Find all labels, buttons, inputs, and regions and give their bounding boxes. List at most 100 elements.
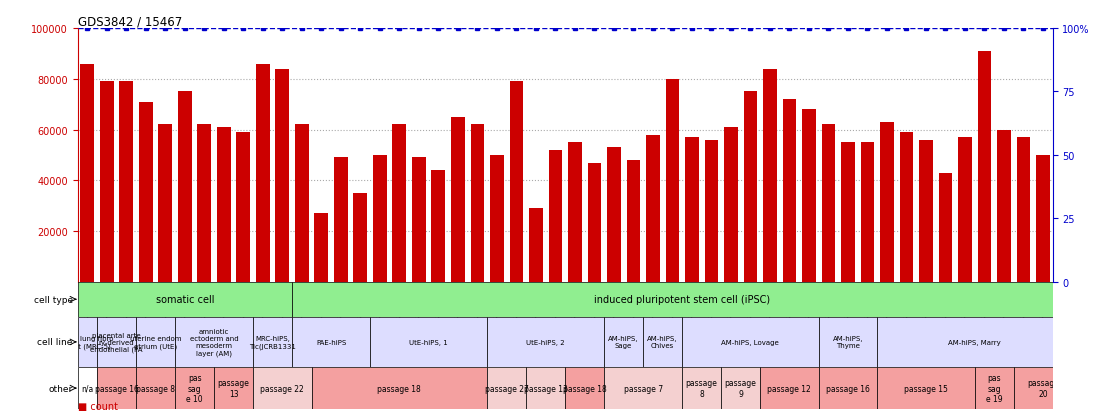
- Bar: [683, 368, 721, 409]
- Bar: [997, 130, 1010, 282]
- Text: GDS3842 / 15467: GDS3842 / 15467: [78, 16, 182, 29]
- Bar: [878, 317, 1073, 368]
- Bar: [763, 69, 777, 282]
- Text: AM-hiPS, Lovage: AM-hiPS, Lovage: [721, 339, 779, 345]
- Bar: [760, 368, 819, 409]
- Bar: [802, 110, 815, 282]
- Bar: [819, 368, 878, 409]
- Bar: [1036, 156, 1049, 282]
- Bar: [587, 163, 602, 282]
- Bar: [565, 368, 604, 409]
- Bar: [98, 317, 136, 368]
- Bar: [178, 92, 192, 282]
- Text: pas
sag
e 10: pas sag e 10: [186, 373, 203, 403]
- Bar: [880, 123, 894, 282]
- Bar: [256, 64, 269, 282]
- Bar: [78, 317, 98, 368]
- Text: pas
sag
e 19: pas sag e 19: [986, 373, 1003, 403]
- Bar: [370, 317, 488, 368]
- Text: AM-hiPS,
Chives: AM-hiPS, Chives: [647, 336, 678, 349]
- Bar: [276, 69, 289, 282]
- Bar: [626, 161, 640, 282]
- Bar: [488, 368, 526, 409]
- Bar: [861, 143, 874, 282]
- Bar: [315, 214, 328, 282]
- Text: passage 13: passage 13: [524, 384, 567, 393]
- Bar: [821, 125, 835, 282]
- Bar: [548, 150, 562, 282]
- Bar: [78, 368, 98, 409]
- Bar: [236, 133, 250, 282]
- Bar: [175, 317, 253, 368]
- Bar: [1014, 368, 1073, 409]
- Bar: [120, 82, 133, 282]
- Text: AM-hiPS,
Thyme: AM-hiPS, Thyme: [832, 336, 863, 349]
- Bar: [412, 158, 425, 282]
- Bar: [98, 368, 136, 409]
- Bar: [217, 128, 230, 282]
- Bar: [392, 125, 407, 282]
- Text: passage
13: passage 13: [217, 378, 249, 398]
- Text: passage 18: passage 18: [563, 384, 606, 393]
- Bar: [705, 140, 718, 282]
- Text: ■ count: ■ count: [78, 401, 117, 411]
- Bar: [685, 138, 699, 282]
- Text: AM-hiPS, Marry: AM-hiPS, Marry: [948, 339, 1001, 345]
- Text: UtE-hiPS, 1: UtE-hiPS, 1: [409, 339, 448, 345]
- Bar: [643, 317, 683, 368]
- Bar: [293, 317, 370, 368]
- Text: AM-hiPS,
Sage: AM-hiPS, Sage: [608, 336, 639, 349]
- Text: fetal lung fibro
blast (MRC-5): fetal lung fibro blast (MRC-5): [62, 335, 113, 349]
- Bar: [253, 317, 293, 368]
- Bar: [938, 173, 952, 282]
- Text: somatic cell: somatic cell: [155, 294, 214, 304]
- Bar: [666, 80, 679, 282]
- Bar: [78, 282, 293, 317]
- Bar: [646, 135, 659, 282]
- Bar: [878, 368, 975, 409]
- Bar: [136, 317, 175, 368]
- Text: PAE-hiPS: PAE-hiPS: [316, 339, 346, 345]
- Bar: [373, 156, 387, 282]
- Bar: [721, 368, 760, 409]
- Bar: [782, 100, 797, 282]
- Text: cell type: cell type: [33, 295, 73, 304]
- Bar: [604, 317, 643, 368]
- Bar: [607, 148, 620, 282]
- Bar: [841, 143, 854, 282]
- Bar: [490, 156, 504, 282]
- Bar: [253, 368, 311, 409]
- Bar: [197, 125, 212, 282]
- Text: induced pluripotent stem cell (iPSC): induced pluripotent stem cell (iPSC): [594, 294, 770, 304]
- Text: passage
8: passage 8: [686, 378, 718, 398]
- Bar: [175, 368, 214, 409]
- Bar: [975, 368, 1014, 409]
- Text: cell line: cell line: [38, 337, 73, 347]
- Text: UtE-hiPS, 2: UtE-hiPS, 2: [526, 339, 565, 345]
- Bar: [295, 125, 309, 282]
- Text: passage 15: passage 15: [904, 384, 947, 393]
- Bar: [604, 368, 683, 409]
- Bar: [353, 194, 367, 282]
- Bar: [431, 171, 445, 282]
- Text: passage 8: passage 8: [136, 384, 175, 393]
- Bar: [158, 125, 172, 282]
- Text: other: other: [49, 384, 73, 393]
- Bar: [1016, 138, 1030, 282]
- Bar: [100, 82, 114, 282]
- Text: uterine endom
etrium (UtE): uterine endom etrium (UtE): [130, 335, 182, 349]
- Bar: [900, 133, 913, 282]
- Text: passage 27: passage 27: [484, 384, 529, 393]
- Bar: [136, 368, 175, 409]
- Text: passage
20: passage 20: [1027, 378, 1059, 398]
- Bar: [743, 92, 757, 282]
- Text: passage 16: passage 16: [825, 384, 870, 393]
- Bar: [526, 368, 565, 409]
- Text: passage 16: passage 16: [94, 384, 138, 393]
- Text: MRC-hiPS,
Tic(JCRB1331: MRC-hiPS, Tic(JCRB1331: [249, 335, 296, 349]
- Text: passage 18: passage 18: [378, 384, 421, 393]
- Bar: [451, 118, 464, 282]
- Text: passage 7: passage 7: [624, 384, 663, 393]
- Bar: [293, 282, 1073, 317]
- Bar: [724, 128, 738, 282]
